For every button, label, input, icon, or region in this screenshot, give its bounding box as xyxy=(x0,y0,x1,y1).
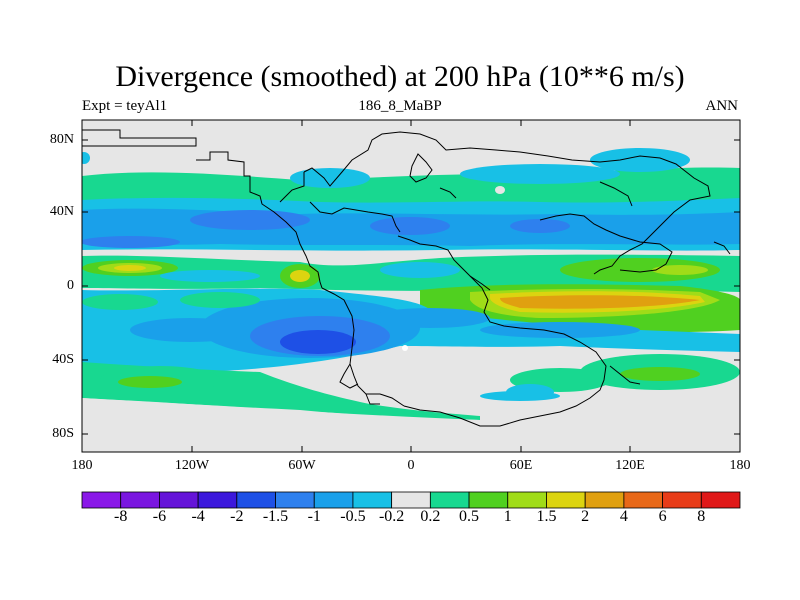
contour-region xyxy=(82,236,180,248)
colorbar-label: 6 xyxy=(658,508,667,525)
lat-tick-label: 40N xyxy=(49,204,74,219)
contour-region xyxy=(82,152,90,164)
colorbar-label: -8 xyxy=(114,508,128,525)
contour-region xyxy=(590,148,690,172)
colorbar-swatch xyxy=(507,491,547,509)
colorbar-swatch xyxy=(159,491,199,509)
contour-region xyxy=(370,217,450,235)
contour-region xyxy=(118,376,182,388)
colorbar-swatch xyxy=(700,491,741,509)
colorbar-swatch xyxy=(468,491,509,509)
lon-tick-label: 180 xyxy=(71,458,93,473)
lat-tick-label: 80N xyxy=(49,132,74,147)
colorbar-swatch xyxy=(236,491,276,509)
lat-tick-label: 40S xyxy=(52,352,74,367)
colorbar-label: -1.5 xyxy=(262,508,289,525)
colorbar-swatch xyxy=(313,491,354,509)
contour-region xyxy=(652,265,708,275)
colorbar-label: -1 xyxy=(307,508,321,525)
contour-region xyxy=(180,292,260,308)
lat-tick-label: 80S xyxy=(52,426,74,441)
contour-region xyxy=(460,164,620,184)
contour-region xyxy=(380,262,460,278)
contour-region xyxy=(190,210,310,230)
coastlines xyxy=(82,129,731,427)
axis-ticks xyxy=(82,120,740,452)
colorbar-label: 2 xyxy=(581,508,590,525)
colorbar-swatch xyxy=(623,491,663,509)
contour-region xyxy=(160,270,260,282)
contour-region xyxy=(290,168,370,188)
colorbar-swatch xyxy=(546,491,586,509)
colorbar-label: 4 xyxy=(619,508,628,525)
contour-region xyxy=(82,294,158,310)
lat-tick-label: 0 xyxy=(67,278,74,293)
colorbar-label: 1 xyxy=(503,508,512,525)
colorbar-label: -2 xyxy=(230,508,244,525)
contour-region xyxy=(620,367,700,381)
colorbar-swatch xyxy=(81,491,122,509)
lon-tick-label: 60E xyxy=(509,458,533,473)
colorbar-swatch xyxy=(391,491,431,509)
season-label: ANN xyxy=(705,98,739,114)
colorbar-swatch xyxy=(352,491,393,509)
contour-region xyxy=(402,345,408,351)
colorbar-swatch xyxy=(120,491,160,509)
lon-tick-label: 0 xyxy=(407,458,415,473)
lon-tick-label: 180 xyxy=(729,458,751,473)
experiment-label: Expt = teyAl1 xyxy=(82,98,168,114)
colorbar-swatch xyxy=(662,491,702,509)
colorbar-label: -4 xyxy=(191,508,205,525)
contour-region xyxy=(114,265,146,271)
colorbar-label: -6 xyxy=(152,508,167,525)
contour-region xyxy=(560,258,720,282)
contour-region xyxy=(290,270,310,282)
lon-tick-label: 60W xyxy=(288,458,316,473)
contour-region xyxy=(370,308,490,328)
colorbar-label: 0.2 xyxy=(420,508,441,525)
colorbar-label: -0.5 xyxy=(340,508,366,525)
lon-tick-label: 120E xyxy=(615,458,645,473)
colorbar-swatch xyxy=(197,491,238,509)
colorbar-label: 0.5 xyxy=(459,508,480,525)
colorbar-swatch xyxy=(429,491,470,509)
colorbar-label: -0.2 xyxy=(378,508,405,525)
colorbar-swatch xyxy=(584,491,625,509)
contour-region xyxy=(500,295,700,309)
dataset-label: 186_8_MaBP xyxy=(358,98,442,114)
colorbar-label: 1.5 xyxy=(536,508,557,525)
contour-region xyxy=(130,318,250,342)
colorbar-swatch xyxy=(275,491,315,509)
contour-region xyxy=(510,219,570,233)
contour-region xyxy=(480,322,640,338)
contour-region xyxy=(82,398,740,452)
lon-tick-label: 120W xyxy=(174,458,210,473)
colorbar-label: 8 xyxy=(697,508,706,525)
contour-region xyxy=(280,330,356,354)
contour-region xyxy=(495,186,505,194)
plot-title: Divergence (smoothed) at 200 hPa (10**6 … xyxy=(115,60,685,93)
contour-region xyxy=(480,391,560,401)
